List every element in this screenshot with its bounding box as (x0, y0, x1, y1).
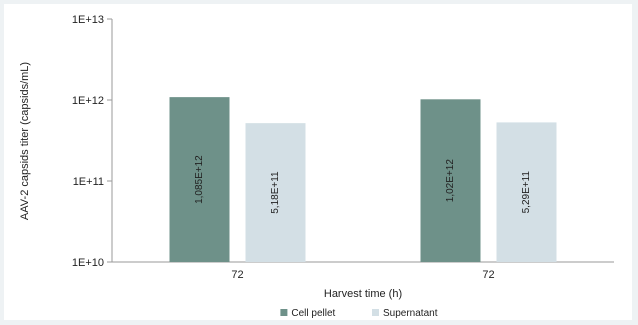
x-axis-ticks: 72 72 (231, 269, 494, 281)
y-axis-ticks: 1E+10 1E+11 1E+12 1E+13 (72, 14, 112, 269)
y-tick-label: 1E+10 (72, 257, 104, 269)
legend-label-supernatant: Supernatant (383, 308, 438, 319)
legend-swatch-supernatant (372, 309, 379, 316)
bar-cell-pellet (420, 99, 481, 263)
x-tick-label: 72 (231, 269, 243, 281)
data-label-supernatant: 5,18E+11 (270, 171, 281, 214)
bars: 1,085E+12 5,18E+11 1,02E+12 5,29E+11 (169, 97, 557, 263)
bar-supernatant (496, 122, 557, 263)
y-tick-label: 1E+11 (73, 176, 104, 188)
legend-label-cell-pellet: Cell pellet (291, 308, 335, 319)
y-tick-label: 1E+13 (72, 14, 104, 26)
chart-card: 1E+10 1E+11 1E+12 1E+13 1,085E+12 5,18E+11 1,… (4, 4, 632, 320)
legend-swatch-cell-pellet (280, 309, 288, 316)
x-tick-label: 72 (482, 269, 494, 281)
bar-supernatant (245, 123, 306, 263)
data-label-cell-pellet: 1,085E+12 (194, 155, 205, 204)
legend: Cell pellet Supernatant (280, 308, 438, 319)
data-label-supernatant: 5,29E+11 (521, 171, 532, 214)
bar-cell-pellet (169, 97, 230, 262)
y-tick-label: 1E+12 (72, 95, 104, 107)
x-axis-title: Harvest time (h) (324, 288, 402, 300)
data-label-cell-pellet: 1,02E+12 (445, 159, 456, 203)
y-axis-title: AAV-2 capsids titer (capsids/mL) (19, 62, 31, 220)
